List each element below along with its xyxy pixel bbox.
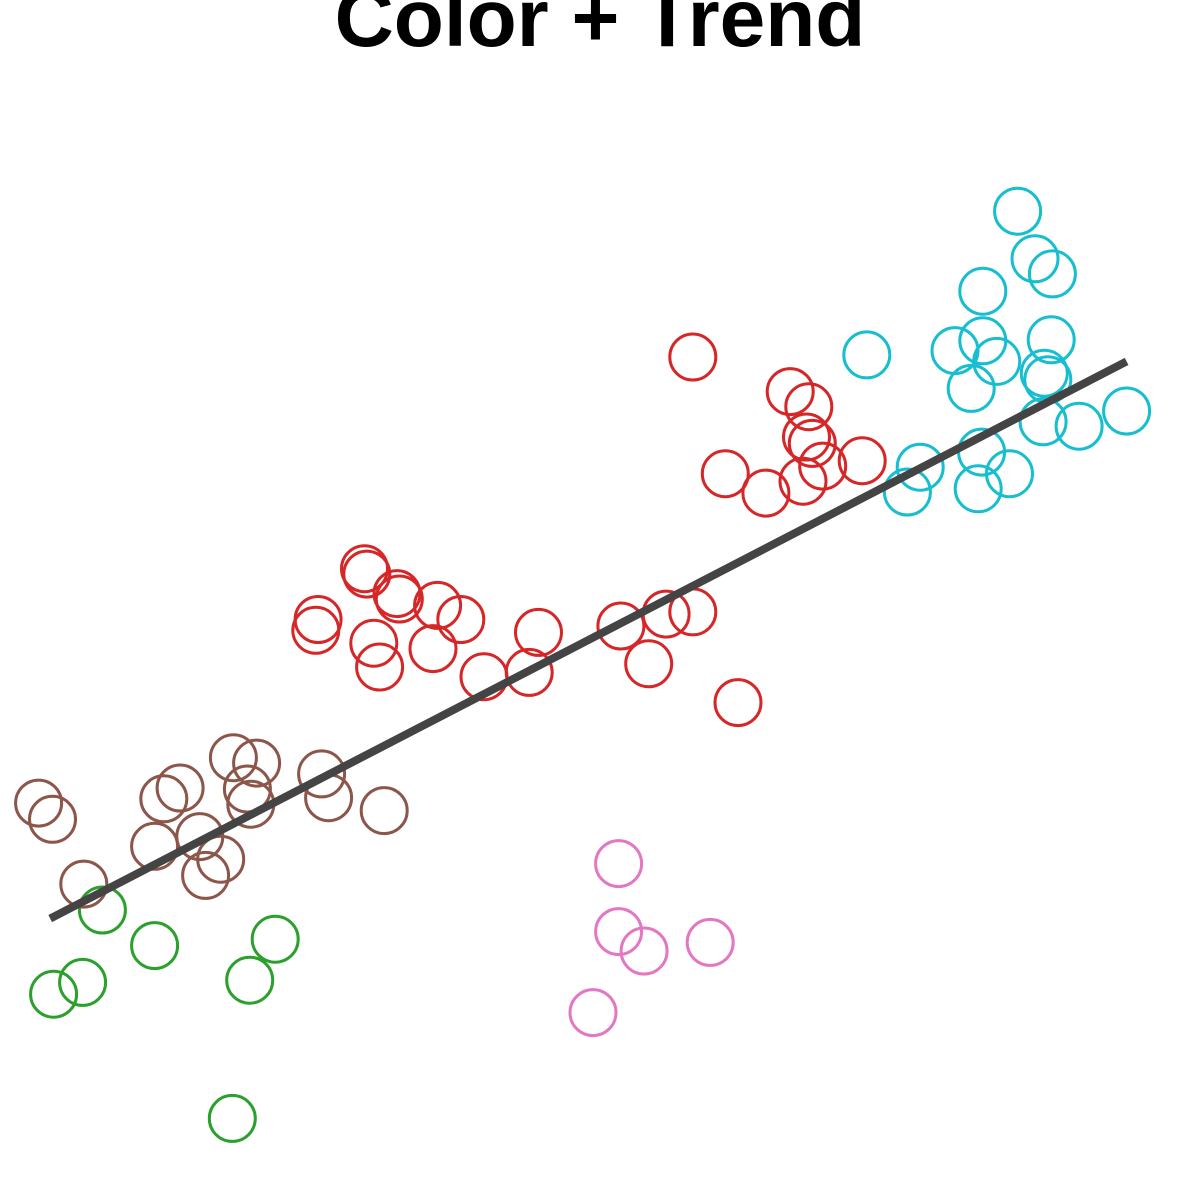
scatter-point <box>28 794 77 844</box>
scatter-point <box>372 569 422 619</box>
scatter-point <box>596 601 646 651</box>
scatter-point <box>700 449 750 499</box>
scatter-point <box>713 678 763 728</box>
scatter-point <box>985 449 1034 499</box>
scatter-point <box>782 412 831 462</box>
scatter-point <box>958 316 1008 366</box>
scatter-point <box>1010 234 1060 284</box>
scatter-point <box>408 624 458 674</box>
scatter-point <box>787 418 837 468</box>
scatter-point <box>59 859 109 909</box>
scatter-point <box>619 926 669 976</box>
scatter-point <box>1018 397 1068 447</box>
scatter-point <box>297 749 347 799</box>
scatter-point <box>413 580 463 630</box>
scatter-point <box>349 618 399 668</box>
scatter-point <box>1026 315 1076 365</box>
scatter-point <box>155 763 205 813</box>
scatter-point <box>342 549 392 599</box>
scatter-point <box>624 639 674 689</box>
trend-line <box>48 357 1129 923</box>
scatter-point <box>568 988 618 1038</box>
scatter-point <box>668 332 718 382</box>
scatter-point <box>130 921 180 971</box>
scatter-point <box>340 544 389 594</box>
scatter-point <box>837 436 887 486</box>
scatter-point <box>882 467 932 517</box>
scatter-point <box>765 367 815 417</box>
scatter-point <box>685 917 735 967</box>
scatter-point <box>1054 401 1104 451</box>
scatter-point <box>953 464 1003 514</box>
scatter-point <box>208 733 258 783</box>
scatter-point <box>139 774 189 824</box>
scatter-point <box>293 595 343 644</box>
scatter-point <box>291 605 341 655</box>
scatter-point <box>993 186 1043 236</box>
scatter-point <box>1102 386 1152 436</box>
point-layer <box>14 186 1152 1143</box>
scatter-point <box>972 336 1022 386</box>
scatter-point <box>355 642 405 692</box>
scatter-point <box>374 574 424 624</box>
scatter-point <box>504 647 554 697</box>
scatter-point <box>232 738 282 788</box>
scatter-point <box>29 969 79 1019</box>
scatter-point <box>594 907 644 957</box>
scatter-point <box>514 607 563 657</box>
scatter-point <box>14 778 64 828</box>
chart-title: Color + Trend <box>334 0 866 64</box>
scatter-point <box>741 468 791 518</box>
scatter-point <box>798 441 848 491</box>
scatter-point <box>77 885 127 935</box>
scatter-point <box>222 764 272 814</box>
scatter-point <box>784 382 834 432</box>
scatter-point <box>225 955 275 1005</box>
scatter-point <box>196 834 246 884</box>
scatter-point <box>130 821 180 871</box>
scatter-point <box>842 330 892 380</box>
scatter-point <box>1019 348 1069 398</box>
scatter-point <box>778 456 828 506</box>
scatter-point <box>594 839 644 889</box>
scatter-point <box>958 266 1008 316</box>
scatter-point <box>1027 249 1077 299</box>
scatter-point <box>436 595 486 644</box>
scatter-point <box>946 363 996 413</box>
scatter-point <box>58 957 108 1007</box>
scatter-point <box>207 1093 257 1143</box>
scatter-point <box>181 850 231 900</box>
scatter-point <box>250 914 300 964</box>
scatter-point <box>359 786 409 836</box>
scatter-point <box>895 442 945 492</box>
